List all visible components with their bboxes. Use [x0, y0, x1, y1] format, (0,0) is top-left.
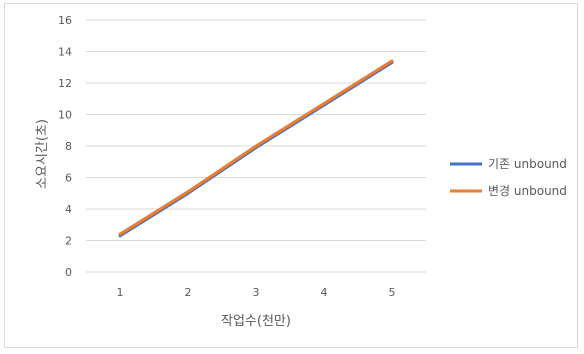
chart-area [4, 3, 578, 348]
legend-label: 변경 unbound [488, 184, 567, 198]
x-axis-tick-labels: 1 2 3 4 5 [117, 286, 396, 299]
x-tick-label: 1 [117, 286, 124, 299]
y-tick-label: 10 [58, 109, 72, 122]
y-tick-label: 12 [58, 77, 72, 90]
legend-item-0: 기존 unbound [450, 157, 567, 171]
series-line-1 [118, 59, 394, 236]
y-tick-label: 8 [65, 140, 72, 153]
x-tick-label: 3 [253, 286, 260, 299]
x-tick-label: 5 [389, 286, 396, 299]
series-lines [118, 59, 394, 238]
y-axis-tick-labels: 0 2 4 6 8 10 12 14 16 [58, 14, 72, 279]
y-tick-label: 14 [58, 46, 72, 59]
y-tick-label: 2 [65, 235, 72, 248]
y-tick-label: 0 [65, 266, 72, 279]
y-tick-label: 4 [65, 203, 72, 216]
legend: 기존 unbound 변경 unbound [450, 157, 567, 198]
y-axis-label: 소요시간(초) [35, 119, 50, 189]
x-tick-label: 4 [321, 286, 328, 299]
legend-label: 기존 unbound [488, 157, 567, 171]
y-tick-label: 16 [58, 14, 72, 27]
y-tick-label: 6 [65, 172, 72, 185]
x-tick-label: 2 [185, 286, 192, 299]
x-axis-label: 작업수(천만) [221, 314, 291, 329]
gridlines [86, 19, 426, 273]
legend-item-1: 변경 unbound [450, 184, 567, 198]
